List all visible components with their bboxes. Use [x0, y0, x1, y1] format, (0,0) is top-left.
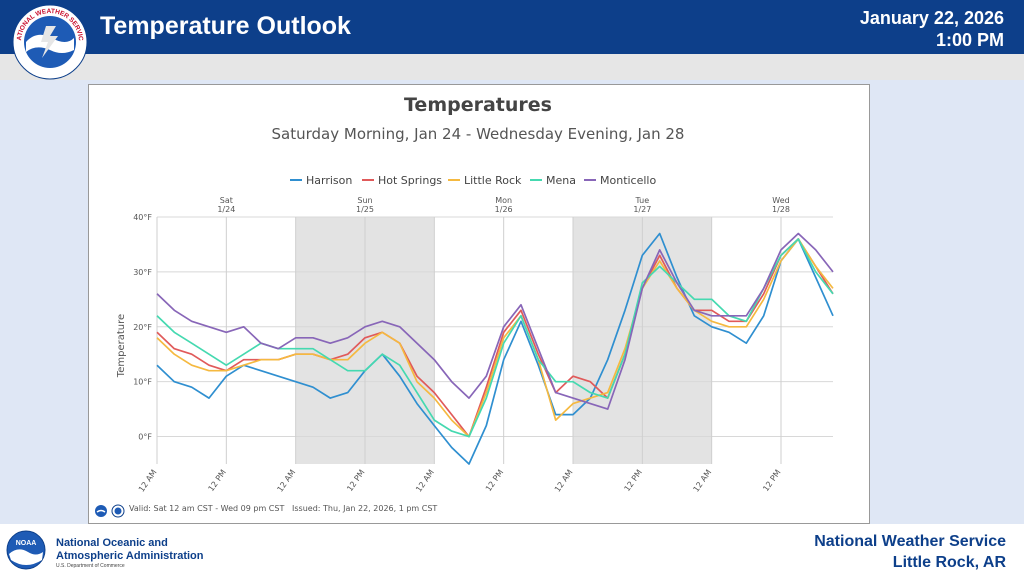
- legend-label: Mena: [546, 174, 576, 187]
- issue-time: 1:00 PM: [935, 30, 1004, 50]
- x-tick-label: 12 AM: [414, 468, 436, 494]
- chart-panel: [88, 84, 870, 524]
- day-name-label: Tue: [634, 196, 649, 205]
- y-tick-label: 20°F: [133, 323, 152, 332]
- series-line-mena: [156, 238, 834, 438]
- office-block: National Weather Service Little Rock, AR: [814, 531, 1006, 573]
- series-line-harrison: [156, 232, 834, 465]
- y-tick-label: 10°F: [133, 378, 152, 387]
- series-line-little-rock: [156, 238, 834, 438]
- x-tick-label: 12 AM: [276, 468, 298, 494]
- x-tick-label: 12 PM: [484, 468, 505, 493]
- legend-label: Monticello: [600, 174, 656, 187]
- x-tick-label: 12 PM: [761, 468, 782, 493]
- office-name: National Weather Service: [814, 533, 1006, 550]
- y-axis-label: Temperature: [116, 314, 127, 378]
- day-date-label: 1/24: [217, 205, 235, 214]
- agency-name: National Oceanic and Atmospheric Adminis…: [56, 537, 204, 563]
- x-tick-label: 12 PM: [345, 468, 366, 493]
- issue-date: January 22, 2026: [859, 8, 1004, 28]
- chart-subtitle: Saturday Morning, Jan 24 - Wednesday Eve…: [271, 125, 685, 143]
- legend-label: Hot Springs: [378, 174, 442, 187]
- series-line-monticello: [156, 232, 834, 410]
- day-name-label: Mon: [495, 196, 512, 205]
- header-bar: [0, 0, 1024, 54]
- day-date-label: 1/27: [633, 205, 651, 214]
- nws-logo: NATIONAL WEATHER SERVICE: [12, 4, 88, 80]
- day-name-label: Wed: [772, 196, 789, 205]
- footer-bar: [0, 524, 1024, 580]
- agency-name-line1: National Oceanic and: [56, 537, 168, 549]
- legend-label: Little Rock: [464, 174, 522, 187]
- legend-label: Harrison: [306, 174, 352, 187]
- y-tick-label: 0°F: [138, 433, 152, 442]
- x-tick-label: 12 AM: [692, 468, 714, 494]
- x-tick-label: 12 AM: [553, 468, 575, 494]
- noaa-logo: NOAA: [6, 530, 46, 570]
- x-tick-label: 12 PM: [623, 468, 644, 493]
- x-tick-label: 12 AM: [137, 468, 159, 494]
- issued-note: Issued: Thu, Jan 22, 2026, 1 pm CST: [292, 504, 438, 513]
- series-line-hot-springs: [156, 238, 834, 438]
- issue-datetime: January 22, 2026 1:00 PM: [860, 7, 1004, 51]
- day-name-label: Sat: [220, 196, 233, 205]
- header-strip: [0, 54, 1024, 80]
- day-date-label: 1/26: [495, 205, 513, 214]
- day-date-label: 1/28: [772, 205, 790, 214]
- office-location: Little Rock, AR: [892, 554, 1006, 571]
- chart-title: Temperatures: [404, 94, 552, 116]
- page-title: Temperature Outlook: [100, 12, 351, 40]
- x-tick-label: 12 PM: [207, 468, 228, 493]
- y-tick-label: 40°F: [133, 213, 152, 222]
- department-name: U.S. Department of Commerce: [56, 563, 125, 569]
- y-tick-label: 30°F: [133, 268, 152, 277]
- nws-small-icon: [95, 505, 107, 517]
- noaa-logo-text: NOAA: [16, 540, 37, 547]
- agency-name-line2: Atmospheric Administration: [56, 550, 204, 562]
- day-date-label: 1/25: [356, 205, 374, 214]
- noaa-small-icon: [111, 504, 125, 518]
- valid-period: Valid: Sat 12 am CST - Wed 09 pm CST: [129, 504, 285, 513]
- day-name-label: Sun: [357, 196, 372, 205]
